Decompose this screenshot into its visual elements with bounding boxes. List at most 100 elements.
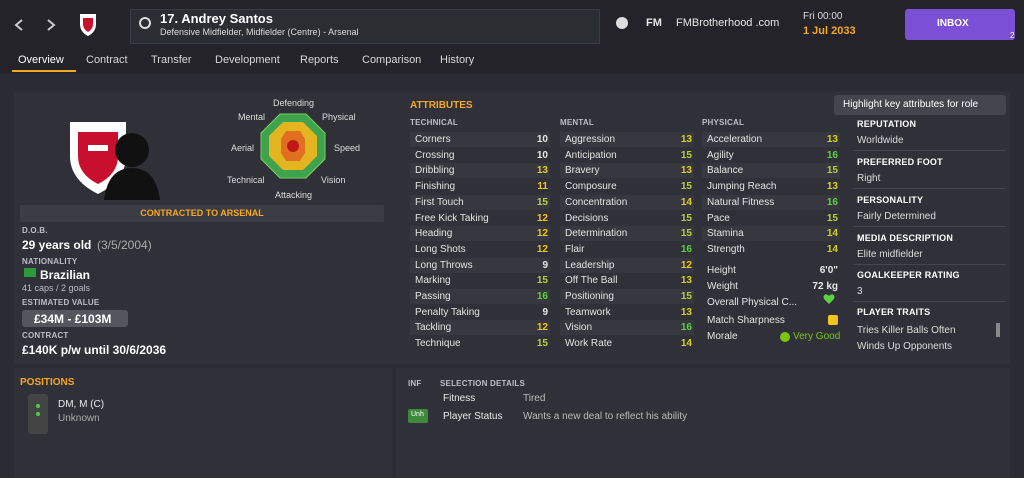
attribute-name: Jumping Reach bbox=[707, 181, 777, 193]
attribute-name: Anticipation bbox=[565, 149, 617, 161]
attribute-name: Decisions bbox=[565, 212, 609, 224]
attribute-value: 13 bbox=[536, 165, 548, 177]
position-familiarity: Unknown bbox=[58, 413, 100, 424]
attribute-value: 15 bbox=[680, 212, 692, 224]
attribute-name: Agility bbox=[707, 149, 734, 161]
attribute-value: 15 bbox=[680, 149, 692, 161]
attribute-value: 15 bbox=[826, 165, 838, 177]
attribute-group-heading: PHYSICAL bbox=[702, 118, 745, 127]
site-icon bbox=[616, 17, 628, 29]
detail-value: Very Good bbox=[793, 331, 841, 342]
attribute-value: 12 bbox=[536, 212, 548, 224]
dob: 29 years old bbox=[22, 238, 92, 252]
inbox-button[interactable] bbox=[905, 9, 1015, 40]
detail-label: Height bbox=[707, 265, 736, 276]
attribute-value: 15 bbox=[536, 196, 548, 208]
info-label: PERSONALITY bbox=[857, 195, 924, 205]
inbox-label[interactable]: INBOX bbox=[937, 18, 969, 29]
attribute-value: 12 bbox=[536, 322, 548, 334]
info-label: PREFERRED FOOT bbox=[857, 157, 943, 167]
value-pill bbox=[22, 310, 128, 327]
contract: £140K p/w until 30/6/2036 bbox=[22, 343, 167, 357]
position-roles: DM, M (C) bbox=[58, 399, 105, 410]
status-value: Wants a new deal to reflect his ability bbox=[523, 411, 688, 422]
info-label: GOALKEEPER RATING bbox=[857, 270, 960, 280]
positions-panel bbox=[14, 368, 392, 478]
attribute-name: Aggression bbox=[565, 134, 616, 145]
separator bbox=[853, 301, 1005, 302]
main-panel bbox=[14, 91, 1010, 364]
radar-label: Vision bbox=[321, 175, 346, 185]
attribute-value: 14 bbox=[680, 196, 692, 208]
traits-label[interactable]: PLAYER TRAITS bbox=[857, 307, 931, 317]
brand: FM bbox=[646, 17, 662, 29]
inf-label: INF bbox=[408, 379, 422, 388]
attribute-name: Vision bbox=[565, 322, 593, 334]
dob-date: (3/5/2004) bbox=[97, 238, 152, 252]
attributes-title: ATTRIBUTES bbox=[410, 100, 473, 111]
search-box[interactable] bbox=[130, 9, 600, 44]
tab[interactable]: Transfer bbox=[151, 54, 192, 66]
tab[interactable]: Overview bbox=[18, 54, 64, 66]
tab[interactable]: Contract bbox=[86, 54, 128, 66]
caps: 41 caps / 2 goals bbox=[22, 283, 91, 293]
attribute-value: 14 bbox=[680, 338, 692, 350]
pitch-dot bbox=[36, 404, 40, 408]
attribute-value: 16 bbox=[680, 322, 692, 334]
attribute-name: Concentration bbox=[565, 196, 628, 208]
attribute-value: 15 bbox=[680, 181, 692, 193]
attribute-value: 13 bbox=[680, 134, 692, 145]
radar bbox=[260, 113, 326, 179]
attribute-name: Crossing bbox=[415, 149, 455, 161]
separator bbox=[853, 150, 1005, 151]
search-icon bbox=[139, 17, 151, 29]
attribute-group-heading: TECHNICAL bbox=[410, 118, 459, 127]
attribute-value: 16 bbox=[536, 291, 548, 302]
attribute-value: 13 bbox=[680, 275, 692, 287]
estimated-value: £34M - £103M bbox=[34, 312, 112, 326]
selection-panel bbox=[396, 368, 1010, 478]
attribute-name: Heading bbox=[415, 228, 453, 240]
attribute-name: Penalty Taking bbox=[415, 306, 480, 318]
separator bbox=[853, 188, 1005, 189]
game-date: 1 Jul 2033 bbox=[803, 25, 856, 37]
attribute-name: Finishing bbox=[415, 181, 456, 193]
sharpness-icon bbox=[828, 315, 838, 325]
dob-label: D.O.B. bbox=[22, 226, 48, 235]
attribute-name: Teamwork bbox=[565, 306, 611, 318]
tab[interactable]: Development bbox=[215, 54, 280, 66]
tab[interactable]: Reports bbox=[300, 54, 339, 66]
info-value: Right bbox=[857, 173, 881, 184]
tab[interactable]: Comparison bbox=[362, 54, 422, 66]
attribute-value: 12 bbox=[536, 228, 548, 240]
attribute-value: 13 bbox=[680, 165, 692, 177]
attribute-name: Work Rate bbox=[565, 338, 613, 350]
attribute-value: 12 bbox=[680, 259, 692, 271]
highlight-label[interactable]: Highlight key attributes for role bbox=[843, 99, 979, 110]
tab[interactable]: History bbox=[440, 54, 475, 66]
highlight-button[interactable] bbox=[834, 95, 1006, 115]
info-value: Elite midfielder bbox=[857, 249, 923, 260]
attribute-name: Composure bbox=[565, 181, 617, 193]
attribute-name: Long Shots bbox=[415, 243, 466, 255]
info-value: Fairly Determined bbox=[857, 211, 936, 222]
site-name[interactable]: FMBrotherhood .com bbox=[676, 17, 780, 29]
attribute-name: Positioning bbox=[565, 291, 614, 302]
attribute-name: Off The Ball bbox=[565, 275, 618, 287]
attribute-value: 13 bbox=[826, 181, 838, 193]
attribute-value: 15 bbox=[680, 291, 692, 302]
attribute-value: 15 bbox=[680, 228, 692, 240]
selection-label: SELECTION DETAILS bbox=[440, 379, 526, 388]
attribute-value: 9 bbox=[542, 259, 548, 271]
detail-value: 6'0" bbox=[819, 265, 838, 276]
player-positions: Defensive Midfielder, Midfielder (Centre… bbox=[160, 27, 359, 37]
nav-arrows[interactable] bbox=[14, 19, 56, 31]
fitness-value: Tired bbox=[523, 393, 546, 404]
attribute-value: 15 bbox=[536, 338, 548, 350]
inbox-count: 2 bbox=[1010, 31, 1015, 40]
player-trait: Tries Killer Balls Often bbox=[857, 325, 956, 336]
radar-label: Speed bbox=[334, 143, 361, 153]
condition-heart bbox=[823, 294, 835, 304]
